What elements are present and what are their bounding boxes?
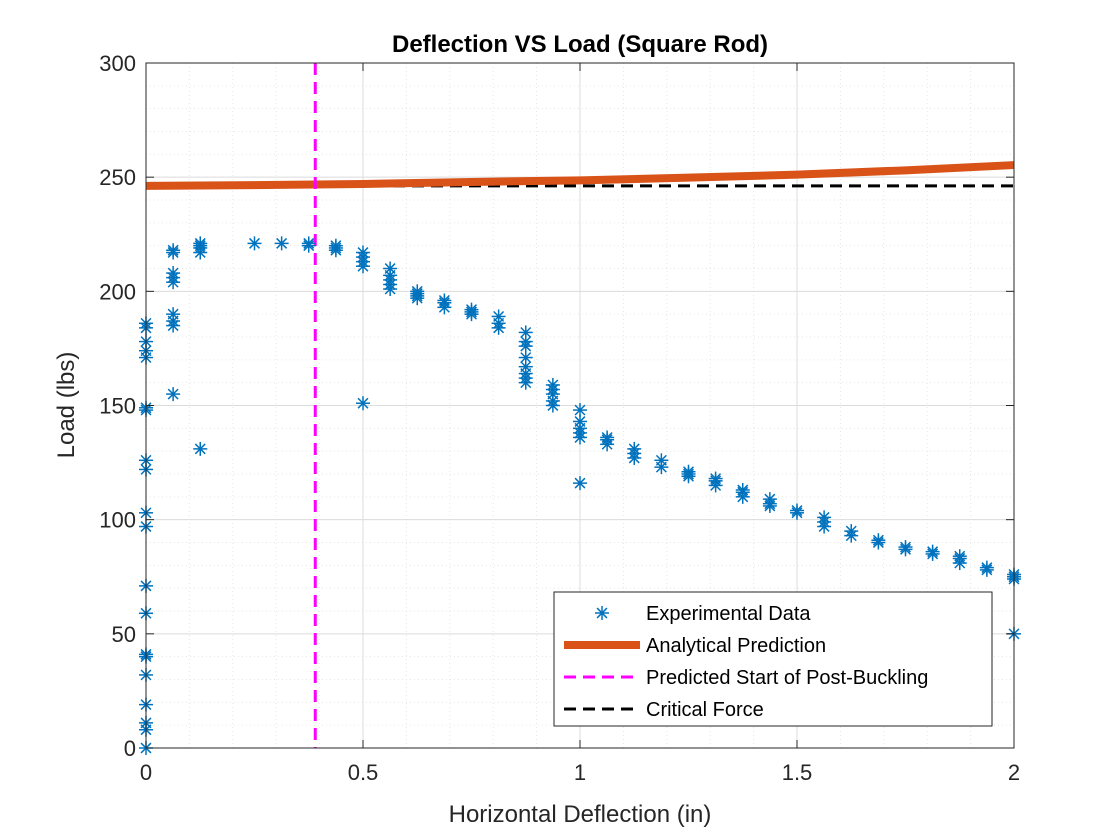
y-tick-label: 200 [99, 279, 136, 304]
experimental-data-point [464, 302, 479, 317]
legend-box [553, 591, 993, 727]
experimental-data-point [274, 236, 289, 251]
experimental-data-point [383, 261, 398, 276]
experimental-data-point [681, 464, 696, 479]
experimental-data-point [301, 236, 316, 251]
experimental-data-point [356, 396, 370, 411]
experimental-data-point [518, 350, 533, 365]
ticks: 0 0.5 1 1.5 2 0 50 100 150 200 250 300 [99, 51, 1020, 785]
x-tick-label: 2 [1008, 760, 1020, 785]
legend: Experimental Data Analytical Prediction … [553, 591, 993, 727]
experimental-data-point [166, 307, 181, 322]
legend-label-post-buckling: Predicted Start of Post-Buckling [646, 667, 928, 689]
experimental-data-point [437, 293, 452, 308]
experimental-data-point [790, 503, 804, 518]
experimental-data-point [952, 549, 967, 564]
y-tick-label: 300 [99, 51, 136, 76]
y-tick-label: 150 [99, 394, 136, 419]
y-axis-label: Load (lbs) [53, 352, 80, 459]
experimental-data-point [600, 430, 615, 445]
x-tick-label: 1.5 [782, 760, 813, 785]
experimental-data-point [247, 236, 262, 251]
experimental-data-point [166, 387, 181, 402]
experimental-data-point [762, 492, 777, 507]
experimental-data-point [898, 542, 913, 557]
analytical-prediction-line [145, 161, 1015, 190]
experimental-data-point [627, 441, 642, 456]
experimental-data-point [166, 243, 181, 258]
experimental-data-point [871, 533, 886, 548]
x-tick-label: 0 [140, 760, 152, 785]
experimental-data-point [573, 476, 587, 491]
experimental-data-point [573, 403, 587, 418]
experimental-data-point [844, 524, 859, 539]
experimental-data-point [193, 236, 208, 251]
experimental-data-point [356, 245, 370, 260]
experimental-data-point [979, 560, 994, 575]
experimental-data-point [328, 238, 343, 253]
experimental-data-point [817, 510, 832, 525]
legend-swatch-experimental [595, 606, 609, 620]
legend-label-experimental: Experimental Data [646, 603, 811, 625]
y-tick-label: 250 [99, 165, 136, 190]
x-tick-label: 0.5 [348, 760, 379, 785]
experimental-data-point [518, 325, 533, 340]
y-tick-label: 0 [124, 736, 136, 761]
data-layer [139, 63, 1021, 755]
experimental-data-point [735, 482, 750, 497]
legend-swatches [564, 606, 640, 711]
experimental-data-point [925, 544, 940, 559]
experimental-data-point [491, 309, 506, 324]
experimental-data-point [708, 471, 723, 486]
legend-label-analytical: Analytical Prediction [646, 635, 826, 657]
legend-label-critical-force: Critical Force [646, 699, 764, 721]
experimental-data-point [573, 414, 587, 429]
experimental-data-point [410, 284, 425, 299]
chart-title: Deflection VS Load (Square Rod) [392, 31, 768, 58]
x-axis-label: Horizontal Deflection (in) [449, 801, 712, 828]
x-tick-label: 1 [574, 760, 586, 785]
y-tick-label: 100 [99, 508, 136, 533]
y-tick-label: 50 [112, 622, 136, 647]
experimental-data-point [193, 441, 208, 456]
experimental-data-point [545, 377, 560, 392]
experimental-data-point [654, 453, 669, 468]
experimental-data-point [166, 266, 181, 281]
